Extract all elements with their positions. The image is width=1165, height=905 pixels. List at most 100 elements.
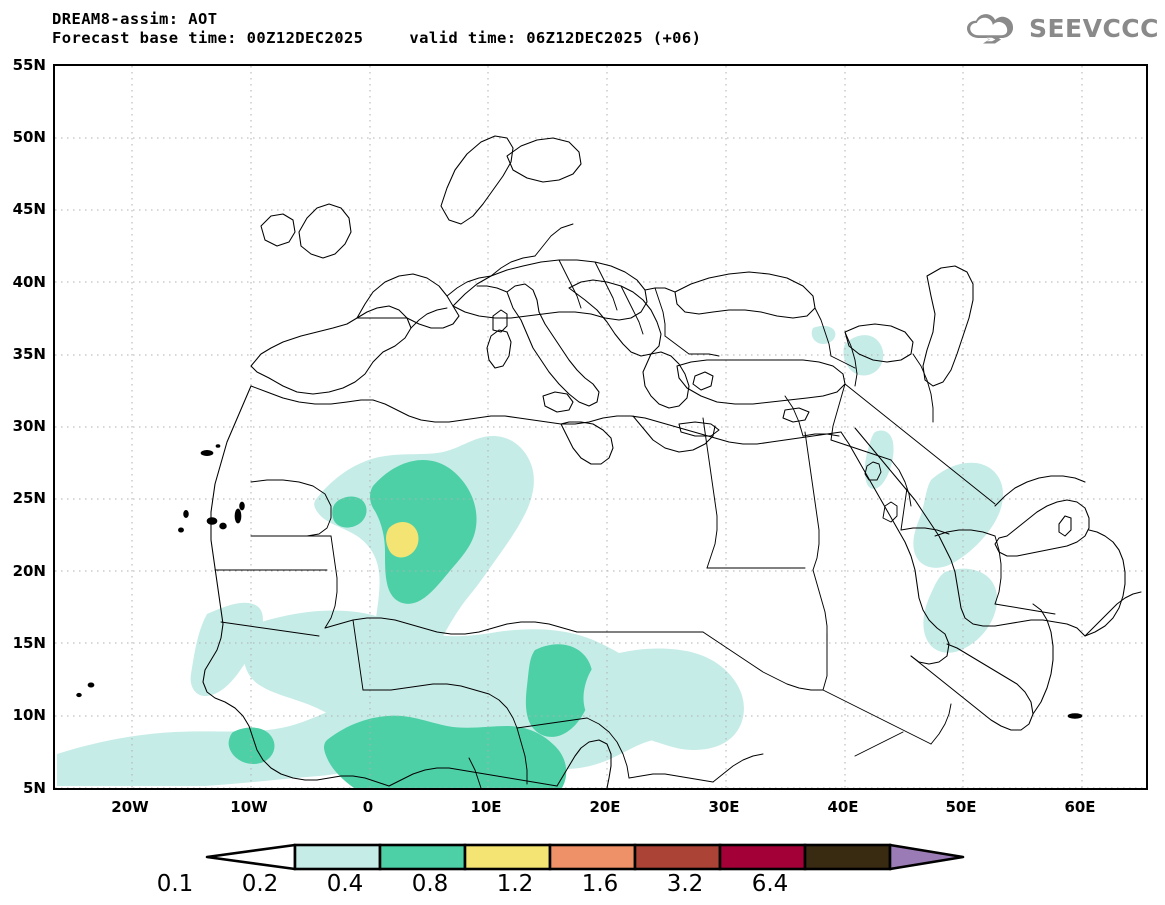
coast-cameroon-gabon <box>556 739 612 788</box>
coast-corsica <box>492 309 508 333</box>
island-la-palma <box>183 510 189 518</box>
coast-british-isles <box>298 203 352 259</box>
island-el-hierro <box>178 527 184 533</box>
colorbar-label-2: 0.4 <box>326 871 364 897</box>
region-mauritania-offshore <box>190 602 263 696</box>
colorbar-bin-4 <box>633 843 722 871</box>
colorbar-label-3: 0.8 <box>411 871 449 897</box>
xtick-10w: 10W <box>230 798 268 816</box>
colorbar-label-4: 1.2 <box>496 871 534 897</box>
coast-baltic <box>506 137 582 183</box>
region-sahel-east-sudan <box>583 648 744 750</box>
coast-ireland <box>260 213 296 247</box>
xtick-30e: 30E <box>708 798 740 816</box>
island-tenerife <box>206 517 218 525</box>
coast-sicily <box>542 391 574 413</box>
atlantic-islands <box>76 444 1083 719</box>
colorbar-under-arrow <box>205 843 297 871</box>
xtick-50e: 50E <box>945 798 977 816</box>
region-algeria-small-patch <box>332 496 367 528</box>
xtick-20w: 20W <box>111 798 149 816</box>
coast-tunisia-libya-gulf <box>560 421 614 465</box>
colorbar-bin-5 <box>718 843 807 871</box>
region-guinea-patch <box>228 727 275 764</box>
forecast-map-plot[interactable] <box>53 64 1148 790</box>
region-red-sea-strip <box>864 430 894 489</box>
xtick-20e: 20E <box>589 798 621 816</box>
region-syria-iraq-patch <box>843 335 884 376</box>
ytick-20n: 20N <box>12 562 46 580</box>
header: DREAM8-assim: AOT Forecast base time: 00… <box>52 10 952 48</box>
coast-sardinia <box>486 329 512 369</box>
colorbar-bin-6 <box>803 843 892 871</box>
colorbar-over-arrow <box>888 843 965 871</box>
island-fuerteventura <box>234 508 242 524</box>
region-syria-small-patch <box>811 325 836 344</box>
colorbar-bin-2 <box>463 843 552 871</box>
coast-west-africa <box>202 385 390 787</box>
region-eastern-niger-chad <box>525 644 593 737</box>
colorbar-bin-0 <box>293 843 382 871</box>
island-madeira <box>200 450 214 456</box>
coast-caspian <box>922 265 974 387</box>
cloud-icon <box>966 14 1013 44</box>
coast-iberia <box>250 305 412 395</box>
ytick-50n: 50N <box>12 128 46 146</box>
xtick-10e: 10E <box>470 798 502 816</box>
colorbar-bin-1 <box>378 843 467 871</box>
base-time-label: Forecast base time: 00Z12DEC2025 <box>52 29 364 47</box>
colorbar-label-1: 0.2 <box>241 871 279 897</box>
coast-adriatic-balkans <box>568 279 662 357</box>
island-lanzarote <box>239 501 245 511</box>
ytick-5n: 5N <box>23 779 46 797</box>
valid-time-label: valid time: 06Z12DEC2025 (+06) <box>409 29 702 47</box>
coast-italy <box>506 283 600 407</box>
coast-arabia-south <box>1084 591 1142 637</box>
coast-gulf-of-guinea <box>388 767 558 787</box>
logo-text: SEEVCCC <box>1028 13 1159 43</box>
ytick-25n: 25N <box>12 489 46 507</box>
coast-red-sea-west <box>840 431 950 665</box>
colorbar-label-0: 0.1 <box>156 871 194 897</box>
region-sahel-nigeria-chad <box>324 715 567 788</box>
map-canvas[interactable] <box>55 66 1146 788</box>
ytick-55n: 55N <box>12 56 46 74</box>
coast-cyprus <box>782 407 810 423</box>
model-title: DREAM8-assim: AOT <box>52 10 218 28</box>
coast-gulf-sirte <box>632 415 716 453</box>
seevccc-logo: SEEVCCC <box>965 12 1159 44</box>
region-west-africa-coastal-plume <box>57 659 505 786</box>
xtick-60e: 60E <box>1064 798 1096 816</box>
coast-turkey <box>676 359 846 405</box>
coast-greece <box>642 351 690 409</box>
xtick-0: 0 <box>362 798 374 816</box>
island-gran-canaria <box>219 522 227 530</box>
ytick-10n: 10N <box>12 706 46 724</box>
colorbar-bin-3 <box>548 843 637 871</box>
country-borders <box>214 223 1056 788</box>
coast-qatar <box>1058 515 1072 537</box>
ytick-15n: 15N <box>12 634 46 652</box>
coast-caucasus <box>844 323 914 363</box>
coast-crete <box>678 421 720 437</box>
coast-somalia-east <box>1032 603 1054 715</box>
coast-red-sea-east <box>854 427 1086 637</box>
island-porto-santo <box>215 444 221 448</box>
coast-black-sea <box>674 271 816 319</box>
coast-central-europe <box>452 259 648 321</box>
grid-lines <box>55 66 1146 788</box>
coast-scandinavia <box>440 135 514 225</box>
time-line: Forecast base time: 00Z12DEC2025 valid t… <box>52 29 952 48</box>
xtick-40e: 40E <box>827 798 859 816</box>
coast-north-africa <box>250 385 842 445</box>
coast-aegean-islands <box>692 371 714 391</box>
map-outlines <box>76 135 1142 788</box>
coast-horn-of-africa <box>910 643 1034 731</box>
coast-persian-gulf-north <box>994 475 1086 507</box>
island-socotra <box>1067 713 1083 719</box>
colorbar[interactable] <box>205 843 965 871</box>
coast-arabia-east <box>1084 529 1126 637</box>
ytick-30n: 30N <box>12 417 46 435</box>
region-southern-arabia <box>923 568 998 653</box>
ytick-45n: 45N <box>12 200 46 218</box>
